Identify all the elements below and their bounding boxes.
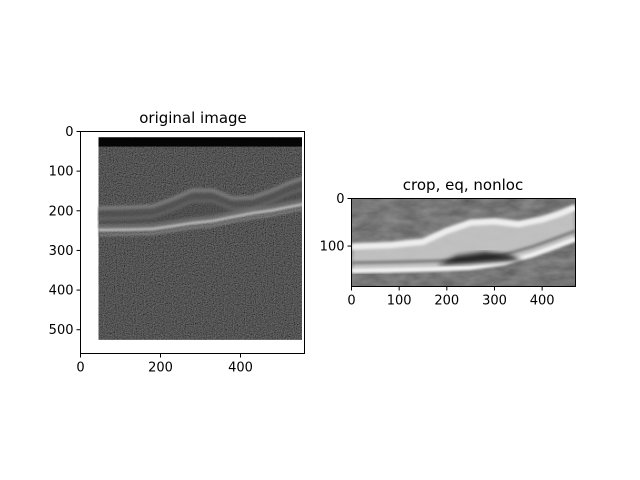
- processed-retina-tissue: [351, 204, 576, 271]
- original-retina-layer: [98, 207, 302, 237]
- panel-original-ytick-label: 100: [49, 165, 74, 180]
- original-image-speckle: [98, 137, 302, 340]
- panel-original-xtick-label: 0: [76, 361, 84, 376]
- processed-retina-layer: [351, 204, 576, 250]
- panel-original-frame: [80, 131, 305, 354]
- panel-processed-ytick-label: 100: [320, 240, 345, 255]
- panel-processed-xtick-label: 200: [434, 294, 459, 309]
- panel-original-xtick-label: 400: [228, 361, 253, 376]
- processed-image: [351, 198, 576, 287]
- panel-processed-frame: [351, 198, 576, 287]
- panel-original-ytick-label: 0: [65, 125, 73, 140]
- panel-processed-xtick-label: 400: [530, 294, 555, 309]
- panel-processed-xtick-label: 100: [387, 294, 412, 309]
- panel-original-ytick-label: 300: [49, 244, 74, 259]
- panel-original-ytick-label: 200: [49, 204, 74, 219]
- panel-original-ytick-label: 500: [49, 323, 74, 338]
- panel-processed-title: crop, eq, nonloc: [403, 176, 523, 194]
- panel-processed: crop, eq, nonloc 0 100 200 300 400 0 100: [320, 176, 576, 309]
- panel-original-ytick-label: 400: [49, 284, 74, 299]
- panel-processed-xtick-label: 300: [482, 294, 507, 309]
- panel-original: original image 0 200 400 0 100 200 300 400 500: [49, 109, 305, 376]
- original-retina-tissue: [98, 179, 302, 230]
- original-image-top-band: [98, 137, 302, 147]
- processed-retina-layer: [351, 236, 576, 274]
- panel-processed-ytick-label: 0: [336, 192, 344, 207]
- original-image: [98, 137, 302, 340]
- panel-original-ticks: 0 200 400 0 100 200 300 400 500: [49, 125, 253, 376]
- processed-dark-pocket: [437, 251, 524, 266]
- panel-processed-xtick-label: 0: [347, 294, 355, 309]
- panel-original-title: original image: [139, 109, 247, 127]
- panel-processed-ticks: 0 100 200 300 400 0 100: [320, 192, 555, 309]
- panel-original-xtick-label: 200: [148, 361, 173, 376]
